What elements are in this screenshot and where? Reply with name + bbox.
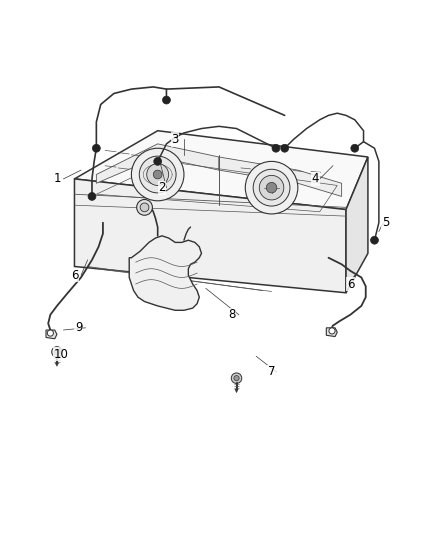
Polygon shape <box>55 363 59 366</box>
Circle shape <box>162 96 170 104</box>
Circle shape <box>272 144 280 152</box>
Polygon shape <box>326 328 337 336</box>
Text: 1: 1 <box>53 172 61 185</box>
Circle shape <box>147 164 169 185</box>
Circle shape <box>245 161 298 214</box>
Text: 2: 2 <box>158 181 166 194</box>
Polygon shape <box>74 131 368 209</box>
Circle shape <box>234 376 239 381</box>
Circle shape <box>92 144 100 152</box>
Circle shape <box>154 157 162 165</box>
Text: 5: 5 <box>382 216 389 229</box>
Text: 4: 4 <box>311 172 319 185</box>
Circle shape <box>88 192 96 200</box>
Circle shape <box>153 170 162 179</box>
Circle shape <box>54 349 60 354</box>
Polygon shape <box>346 157 368 293</box>
Circle shape <box>329 328 335 334</box>
Text: 8: 8 <box>229 308 236 321</box>
Circle shape <box>137 199 152 215</box>
Circle shape <box>351 144 359 152</box>
Polygon shape <box>219 157 342 197</box>
Text: 9: 9 <box>75 321 83 334</box>
Circle shape <box>253 169 290 206</box>
Text: 6: 6 <box>346 278 354 290</box>
Circle shape <box>231 373 242 383</box>
Text: 3: 3 <box>172 133 179 146</box>
Polygon shape <box>46 330 57 339</box>
Text: 7: 7 <box>268 365 276 378</box>
Circle shape <box>259 175 284 200</box>
Circle shape <box>139 156 176 193</box>
Circle shape <box>371 236 378 244</box>
Polygon shape <box>74 179 346 293</box>
Polygon shape <box>235 389 238 393</box>
Text: 10: 10 <box>54 348 69 361</box>
Circle shape <box>266 182 277 193</box>
Circle shape <box>52 346 62 357</box>
Circle shape <box>140 203 149 212</box>
Polygon shape <box>96 144 219 183</box>
Circle shape <box>47 330 53 336</box>
Circle shape <box>281 144 289 152</box>
Circle shape <box>131 148 184 201</box>
Text: 6: 6 <box>71 269 78 282</box>
Polygon shape <box>129 236 201 310</box>
